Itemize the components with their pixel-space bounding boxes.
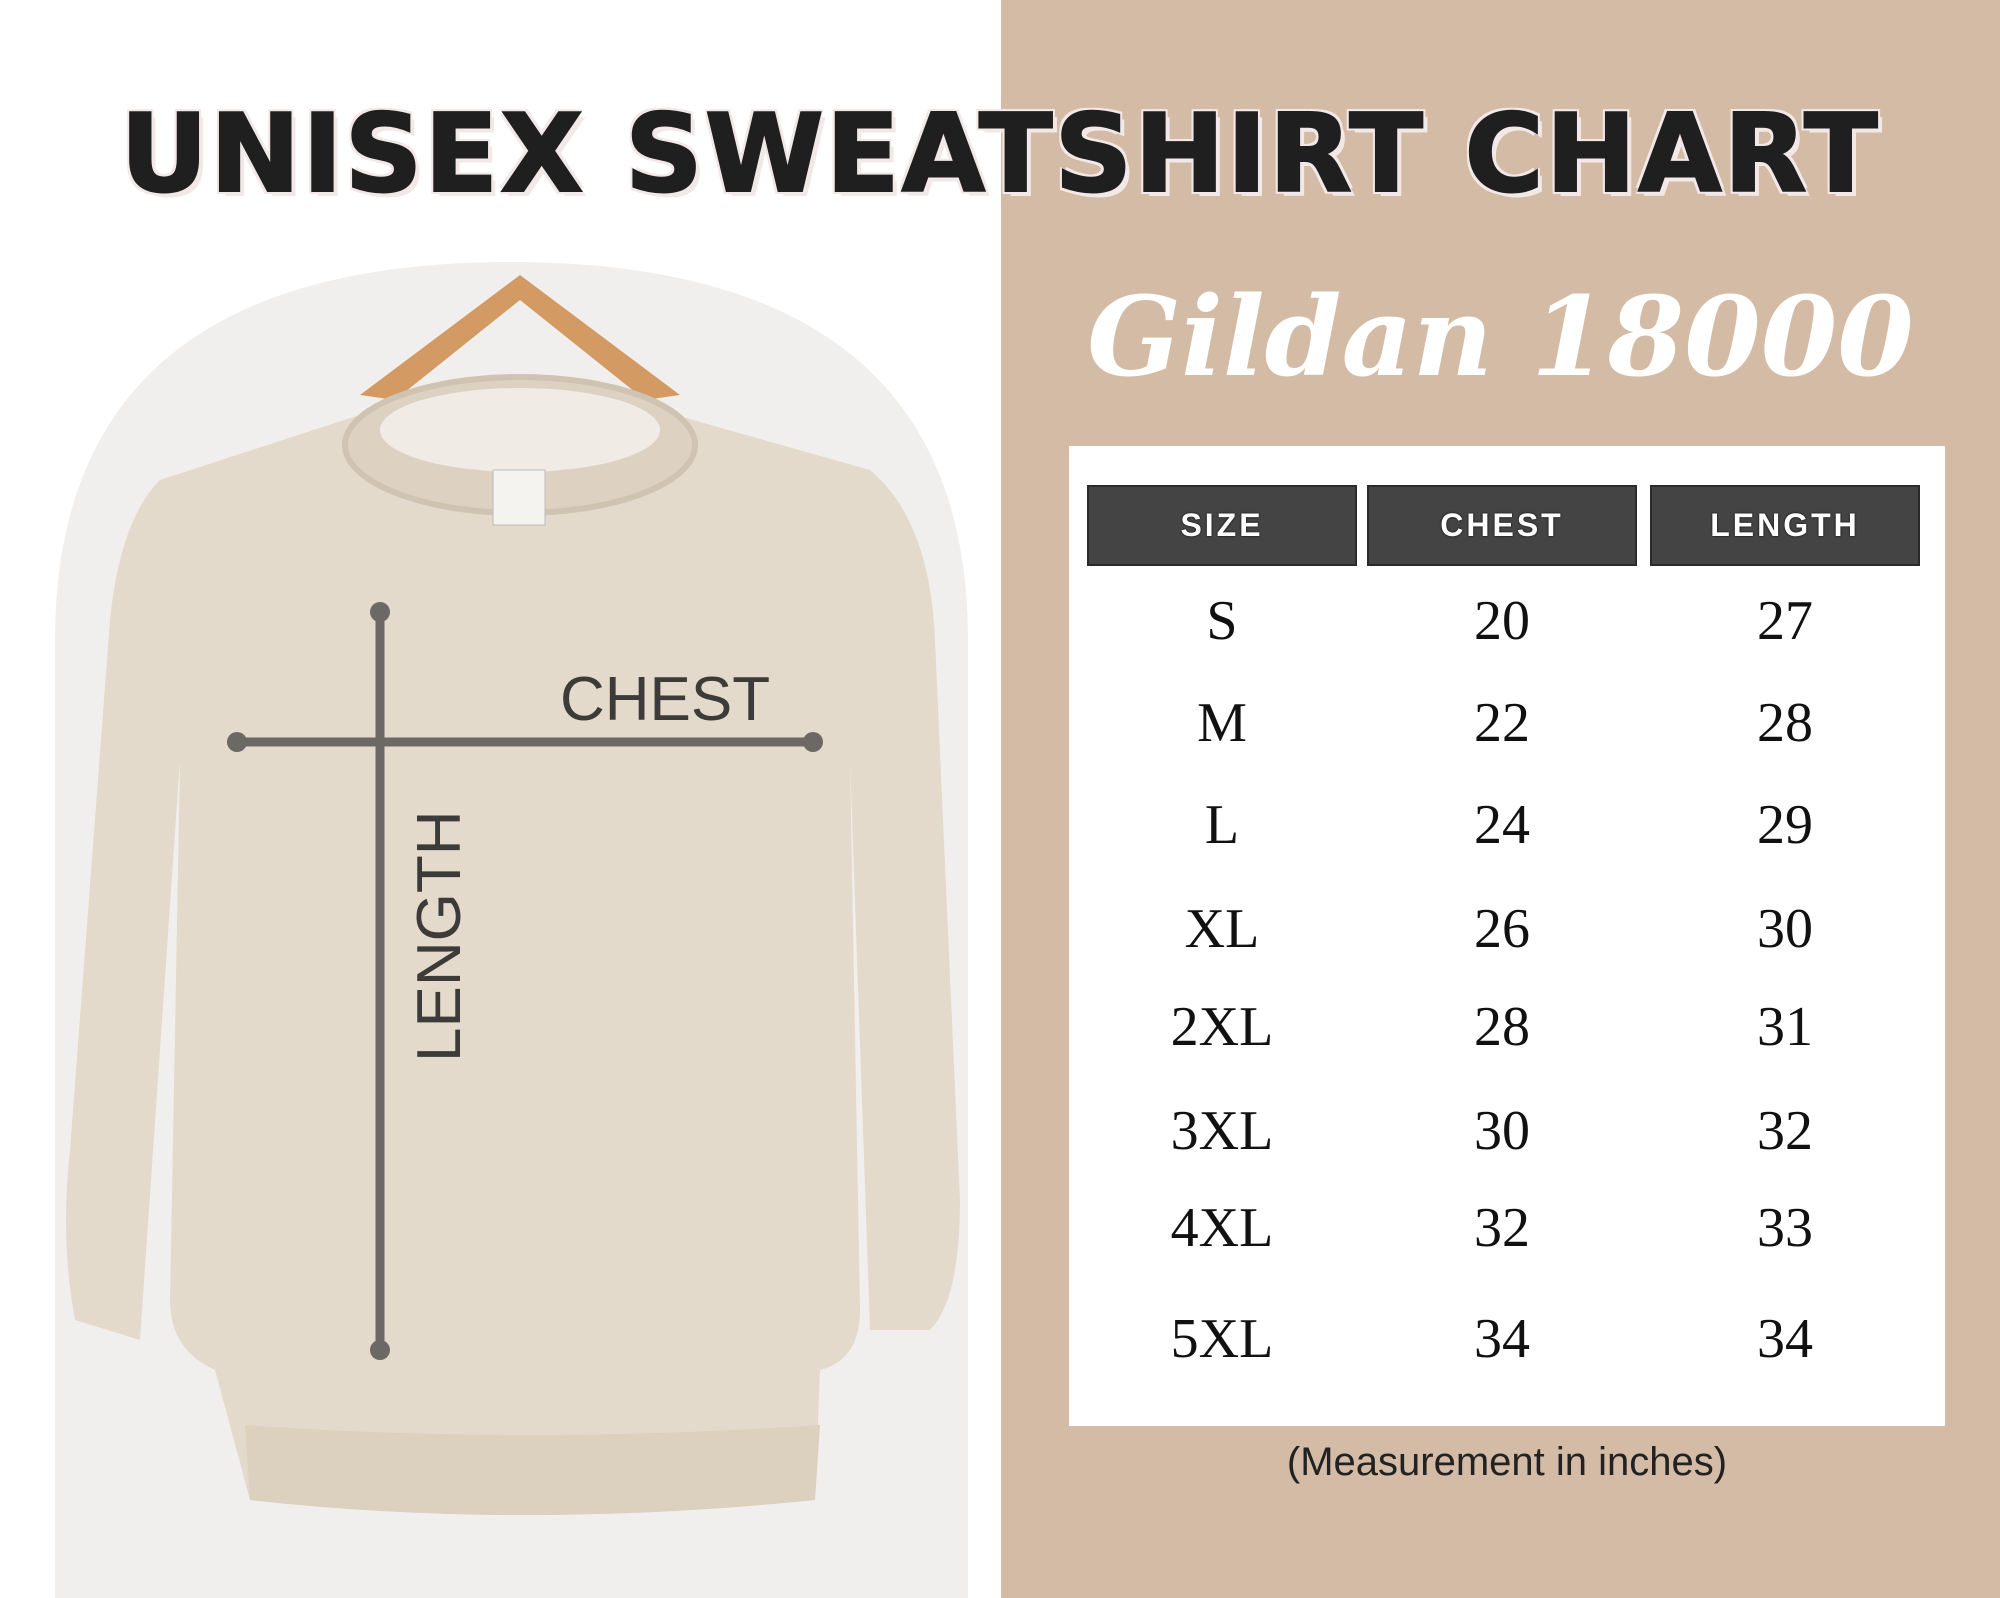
cell-chest: 34 [1474,1308,1530,1370]
subtitle: Gildan 18000 [1087,272,1914,401]
length-line-bottom-end [370,1340,390,1360]
length-line-top-end [370,602,390,622]
cell-length: 34 [1757,1308,1813,1370]
size-table: SIZE CHEST LENGTH S 20 27 M 22 28 L 24 29 XL 26 30 2… [1069,446,1945,1426]
cell-length: 27 [1757,590,1813,652]
cuff-band [245,1425,820,1515]
cell-length: 28 [1757,692,1813,754]
cell-size: S [1206,590,1238,652]
cell-length: 31 [1757,996,1813,1058]
collar-inner [380,388,660,472]
header-length: LENGTH [1650,485,1920,566]
header-chest: CHEST [1367,485,1637,566]
sweatshirt-body [66,392,960,1515]
chest-line-left-end [227,732,247,752]
cell-chest: 22 [1474,692,1530,754]
cell-length: 29 [1757,794,1813,856]
cell-size: 3XL [1170,1100,1274,1162]
cell-size: 5XL [1170,1308,1274,1370]
hanger [360,275,680,400]
cell-size: XL [1184,898,1260,960]
cell-chest: 26 [1474,898,1530,960]
cell-size: 2XL [1170,996,1274,1058]
cell-chest: 32 [1474,1197,1530,1259]
cell-size: M [1197,692,1247,754]
cell-chest: 24 [1474,794,1530,856]
cell-size: 4XL [1170,1197,1274,1259]
tag [492,469,546,526]
cell-size: L [1204,794,1240,856]
cell-length: 30 [1757,898,1813,960]
cell-length: 33 [1757,1197,1813,1259]
header-size: SIZE [1087,485,1357,566]
cell-chest: 20 [1474,590,1530,652]
chest-label: CHEST [560,665,771,734]
measurement-note: (Measurement in inches) [1286,1440,1728,1484]
page-title: UNISEX SWEATSHIRT CHART [119,91,1880,218]
cell-chest: 28 [1474,996,1530,1058]
length-label: LENGTH [405,810,474,1062]
cell-chest: 30 [1474,1100,1530,1162]
cell-length: 32 [1757,1100,1813,1162]
sweatshirt-illustration [55,262,968,1598]
chest-line-right-end [803,732,823,752]
